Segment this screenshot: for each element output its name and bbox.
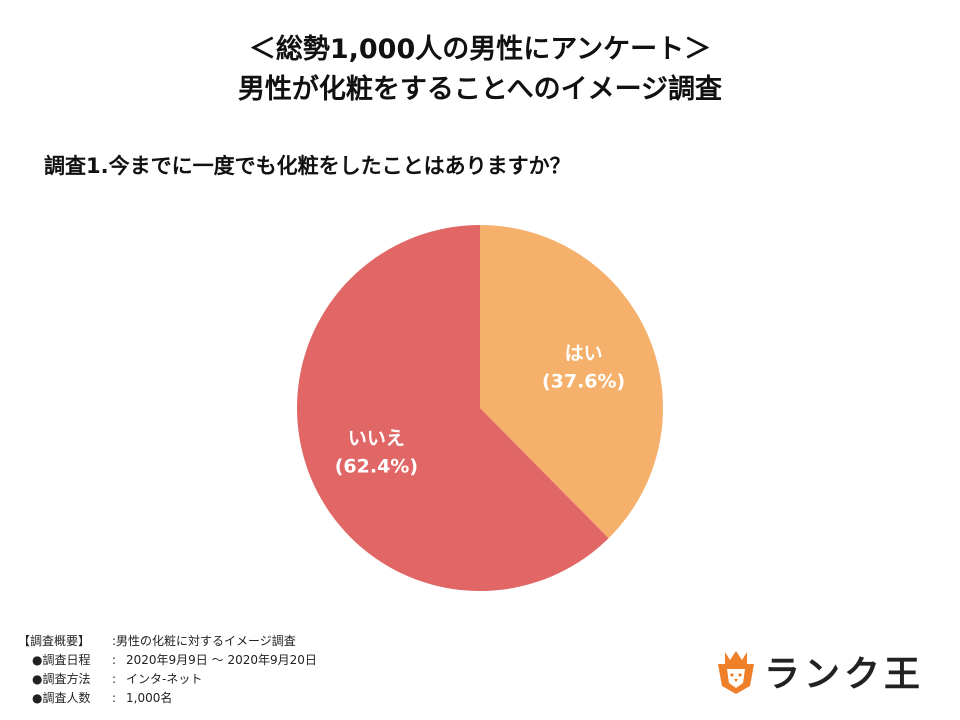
overview-item: ●調査日程 : 2020年9月9日 〜 2020年9月20日 xyxy=(18,651,317,670)
title-line-1: ＜総勢1,000人の男性にアンケート＞ xyxy=(248,34,712,65)
lion-crown-icon xyxy=(718,651,754,694)
pie-slice-label: はい xyxy=(565,342,603,364)
survey-overview: 【調査概要】 :男性の化粧に対するイメージ調査 ●調査日程 : 2020年9月9… xyxy=(18,632,317,708)
overview-heading-row: 【調査概要】 :男性の化粧に対するイメージ調査 xyxy=(18,632,317,651)
survey-question: 調査1.今までに一度でも化粧をしたことはありますか？ xyxy=(44,154,571,178)
pie-chart: はい (37.6%) いいえ (62.4%) xyxy=(296,225,663,591)
overview-item-value: インタ-ネット xyxy=(126,672,203,686)
overview-item: ●調査人数 : 1,000名 xyxy=(18,689,317,708)
chart-title: ＜総勢1,000人の男性にアンケート＞ 男性が化粧をすることへのイメージ調査 xyxy=(0,30,960,110)
overview-item-key: ●調査日程 xyxy=(32,653,91,667)
pie-slice-percent: (37.6%) xyxy=(542,370,625,392)
brand-logo: ランク王 xyxy=(716,646,924,696)
pie-slice-no xyxy=(296,225,609,591)
overview-heading-value: :男性の化粧に対するイメージ調査 xyxy=(112,634,296,648)
pie-labels: はい (37.6%) いいえ (62.4%) xyxy=(335,342,626,477)
overview-item-value: 1,000名 xyxy=(126,691,173,705)
overview-item-sep: : xyxy=(112,672,117,686)
logo-text: ランク王 xyxy=(764,654,925,695)
overview-item-sep: : xyxy=(112,653,117,667)
overview-item: ●調査方法 : インタ-ネット xyxy=(18,670,317,689)
overview-item-value: 2020年9月9日 〜 2020年9月20日 xyxy=(126,653,317,667)
overview-item-key: ●調査方法 xyxy=(32,672,91,686)
pie-slice-label: いいえ xyxy=(348,428,405,450)
pie-slices xyxy=(296,225,663,591)
overview-heading: 【調査概要】 xyxy=(18,634,91,648)
pie-slice-percent: (62.4%) xyxy=(335,456,418,478)
pie-slice-yes xyxy=(480,225,663,539)
overview-item-key: ●調査人数 xyxy=(32,691,91,705)
overview-item-sep: : xyxy=(112,691,117,705)
title-line-2: 男性が化粧をすることへのイメージ調査 xyxy=(237,74,723,105)
